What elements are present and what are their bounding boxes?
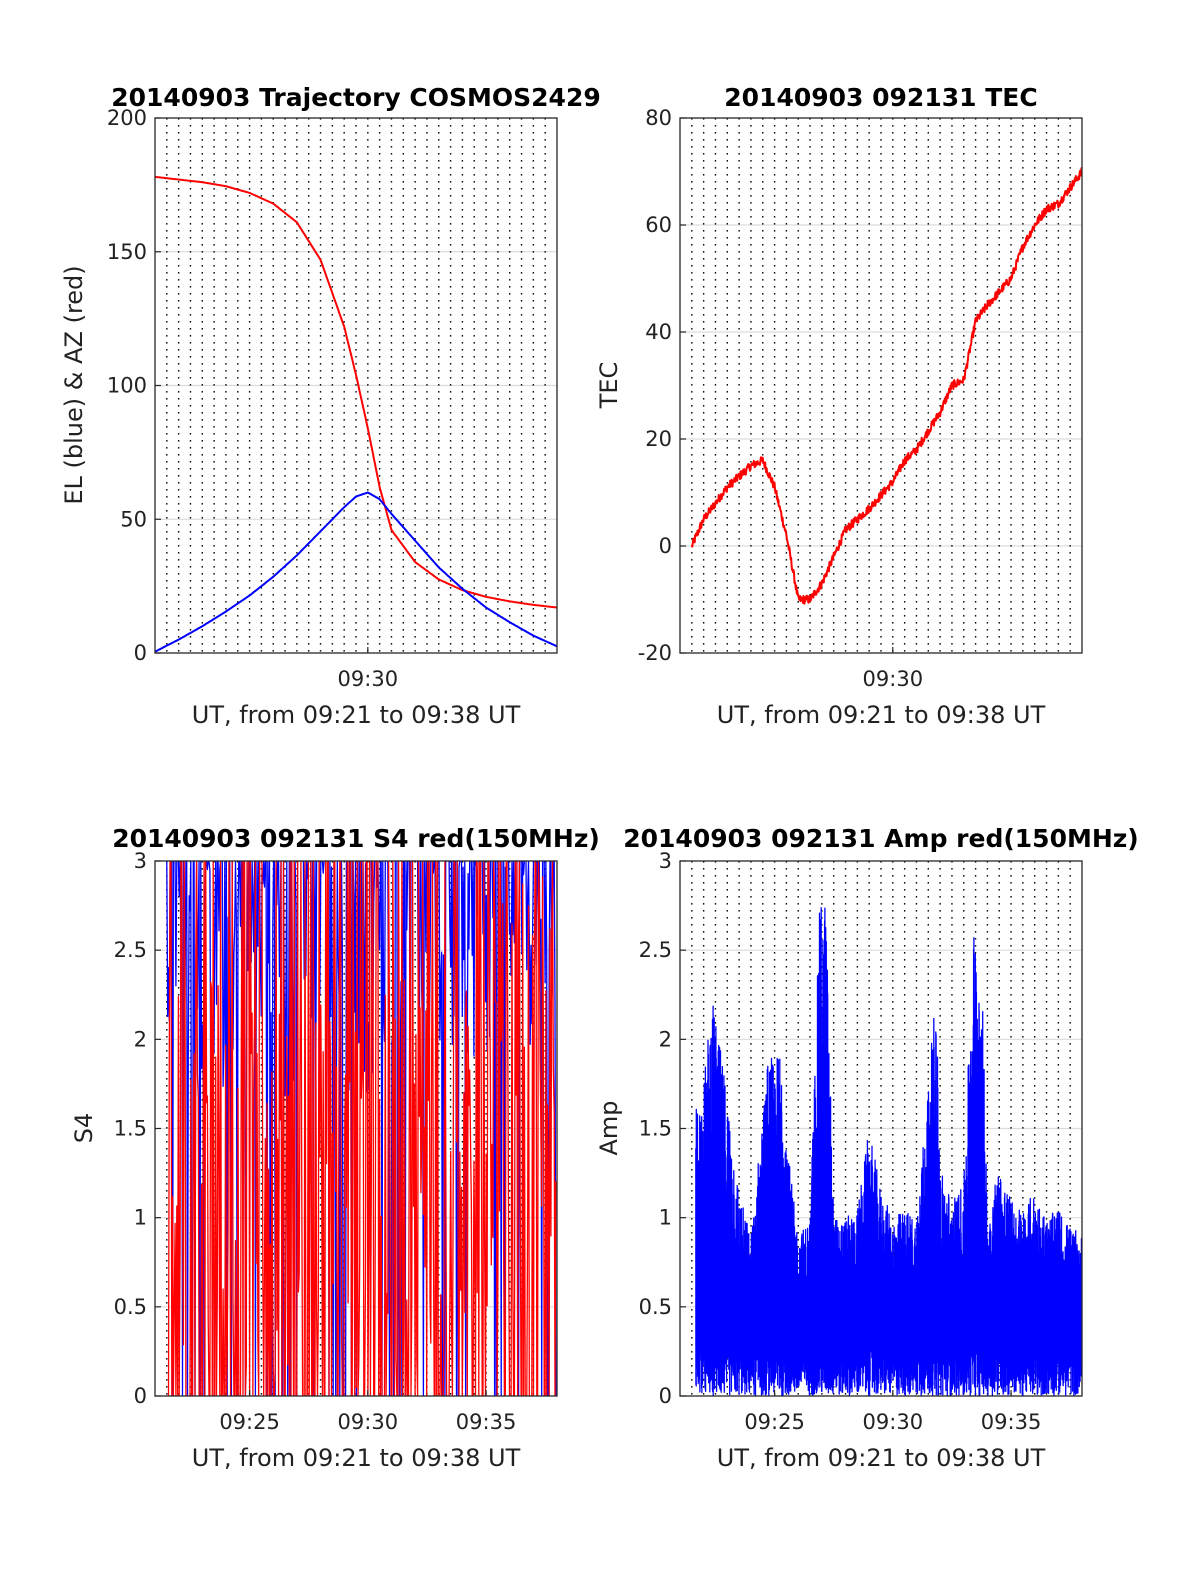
y-tick-label: 20 [645,427,672,451]
y-tick-label: 2.5 [639,938,672,962]
x-axis-label: UT, from 09:21 to 09:38 UT [192,1444,521,1472]
y-tick-label: 2 [659,1027,672,1051]
trajectory-panel: 0 50 100 150 200 09:30 20140903 Trajectory CO… [60,83,601,729]
red-series-line [690,167,1082,605]
x-tick-label: 09:30 [863,667,924,691]
y-tick-label: 100 [107,374,147,398]
blue-series-line [695,907,1082,1396]
y-axis-label: EL (blue) & AZ (red) [60,265,88,504]
x-axis-label: UT, from 09:21 to 09:38 UT [717,701,1046,729]
x-axis-label: UT, from 09:21 to 09:38 UT [717,1444,1046,1472]
s4-panel: 0 0.5 1 1.5 2 2.5 3 09:25 09:30 09:35 20140903 09… [70,824,600,1472]
y-tick-label: 3 [134,849,147,873]
y-tick-label: 0 [659,1384,672,1408]
y-tick-label: 50 [120,507,147,531]
x-tick-label: 09:25 [744,1410,805,1434]
y-axis-label: Amp [595,1100,623,1155]
blue-series-line [155,491,557,653]
y-tick-label: 200 [107,106,147,130]
x-axis-label: UT, from 09:21 to 09:38 UT [192,701,521,729]
y-tick-label: 40 [645,320,672,344]
chart-title: 20140903 Trajectory COSMOS2429 [111,83,601,112]
x-tick-label: 09:35 [981,1410,1042,1434]
y-tick-label: 3 [659,849,672,873]
tec-panel: -20 0 20 40 60 80 09:30 20140903 092131 TEC UT… [595,83,1083,729]
y-tick-label: 0.5 [114,1295,147,1319]
red-series-line [155,175,557,609]
y-axis-label: S4 [70,1113,98,1144]
plot-frame [679,117,1083,654]
y-axis-label: TEC [595,362,623,410]
chart-title: 20140903 092131 S4 red(150MHz) [112,824,600,853]
y-tick-label: 2.5 [114,938,147,962]
red-series-line [166,861,557,1396]
y-tick-label: 0 [134,641,147,665]
y-tick-label: -20 [638,641,672,665]
y-tick-label: 0 [659,534,672,558]
x-tick-label: 09:30 [863,1410,924,1434]
x-tick-label: 09:30 [338,667,399,691]
y-tick-label: 1.5 [639,1117,672,1141]
y-tick-label: 0.5 [639,1295,672,1319]
chart-title: 20140903 092131 Amp red(150MHz) [623,824,1139,853]
x-tick-label: 09:30 [338,1410,399,1434]
y-tick-label: 80 [645,106,672,130]
y-tick-label: 1 [659,1206,672,1230]
x-tick-label: 09:25 [219,1410,280,1434]
y-tick-label: 0 [134,1384,147,1408]
chart-title: 20140903 092131 TEC [724,83,1037,112]
amp-panel: 0 0.5 1 1.5 2 2.5 3 09:25 09:30 09:35 20140903 09… [595,824,1139,1472]
y-tick-label: 150 [107,240,147,264]
y-tick-label: 1 [134,1206,147,1230]
y-tick-label: 2 [134,1027,147,1051]
x-tick-label: 09:35 [456,1410,517,1434]
y-tick-label: 60 [645,213,672,237]
y-tick-label: 1.5 [114,1117,147,1141]
